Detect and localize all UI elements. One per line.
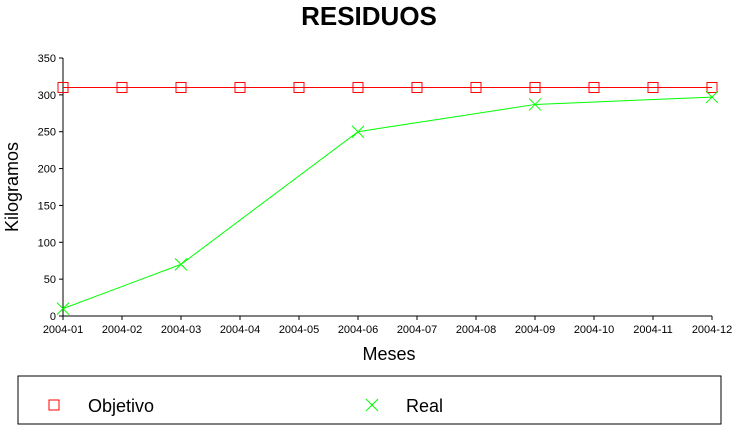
- data-point-real: [528, 98, 542, 111]
- series-layer: [56, 81, 719, 315]
- x-tick-label: 2004-02: [102, 324, 142, 336]
- series-real: [56, 90, 719, 315]
- data-point-objetivo: [57, 81, 69, 93]
- data-point-real: [174, 258, 188, 271]
- y-tick-label: 300: [38, 90, 56, 102]
- x-tick-label: 2004-08: [456, 324, 496, 336]
- y-tick-label: 100: [38, 237, 56, 249]
- data-point-real: [351, 125, 365, 139]
- data-point-objetivo: [293, 81, 305, 93]
- x-tick-label: 2004-03: [161, 324, 201, 336]
- legend: Objetivo Real: [17, 375, 722, 425]
- data-point-objetivo: [706, 81, 718, 93]
- x-tick-label: 2004-12: [692, 324, 732, 336]
- x-ticks: 2004-01 2004-02 2004-03 2004-04 2004-05 2004-…: [43, 316, 732, 336]
- data-point-real: [56, 302, 70, 315]
- y-ticks: 0 50 100 150 200 250 300 350: [38, 53, 63, 323]
- x-tick-label: 2004-05: [279, 324, 319, 336]
- y-axis-title: Kilogramos: [2, 142, 22, 232]
- axes: [62, 58, 712, 317]
- legend-marker-objetivo: [48, 399, 60, 411]
- y-tick-label: 150: [38, 200, 56, 212]
- data-point-objetivo: [411, 81, 423, 93]
- data-point-objetivo: [234, 81, 246, 93]
- data-point-objetivo: [647, 81, 659, 93]
- x-tick-label: 2004-07: [397, 324, 437, 336]
- data-point-objetivo: [588, 81, 600, 93]
- legend-label-real: Real: [406, 396, 443, 416]
- y-tick-label: 0: [50, 311, 56, 323]
- legend-marker-real: [365, 398, 379, 412]
- data-point-objetivo: [116, 81, 128, 93]
- x-tick-label: 2004-09: [515, 324, 555, 336]
- x-tick-label: 2004-04: [220, 324, 260, 336]
- y-tick-label: 250: [38, 127, 56, 139]
- data-point-objetivo: [470, 81, 482, 93]
- legend-box: [17, 375, 722, 425]
- data-point-objetivo: [529, 81, 541, 93]
- legend-label-objetivo: Objetivo: [88, 396, 154, 416]
- data-point-objetivo: [175, 81, 187, 93]
- legend-items: Objetivo Real: [48, 396, 443, 416]
- y-tick-label: 200: [38, 164, 56, 176]
- y-tick-label: 350: [38, 53, 56, 65]
- data-point-real: [705, 90, 719, 104]
- data-point-objetivo: [352, 81, 364, 93]
- x-tick-label: 2004-01: [43, 324, 83, 336]
- x-tick-label: 2004-11: [633, 324, 673, 336]
- y-tick-label: 50: [44, 274, 56, 286]
- x-axis-title: Meses: [362, 344, 415, 364]
- x-tick-label: 2004-10: [574, 324, 614, 336]
- series-line-real: [62, 96, 713, 310]
- x-tick-label: 2004-06: [338, 324, 378, 336]
- series-objetivo: [57, 81, 718, 93]
- chart-title: RESIDUOS: [301, 1, 437, 31]
